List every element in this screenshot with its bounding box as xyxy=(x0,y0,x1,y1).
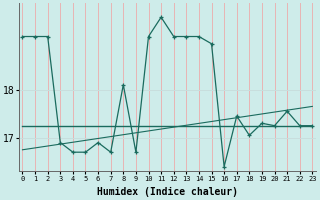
X-axis label: Humidex (Indice chaleur): Humidex (Indice chaleur) xyxy=(97,187,238,197)
